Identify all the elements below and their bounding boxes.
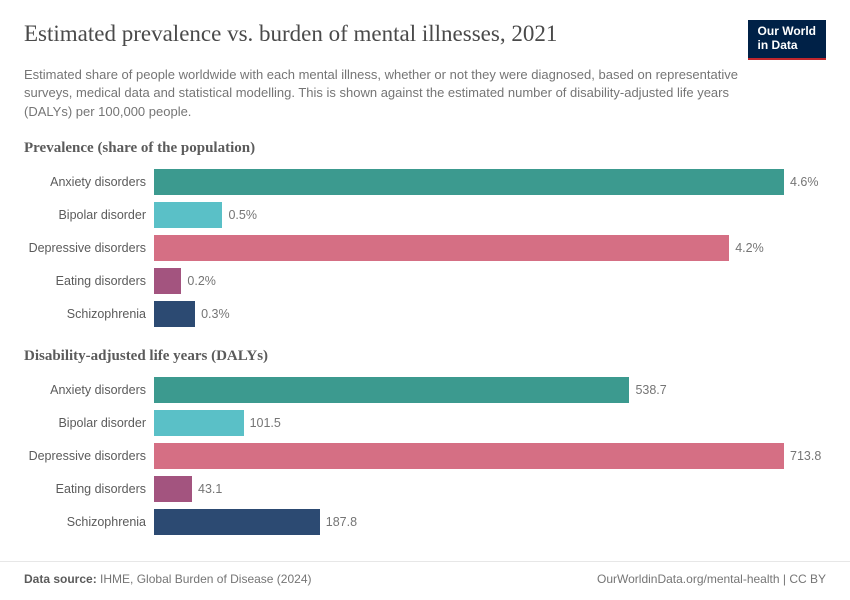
bar-row: Schizophrenia 187.8 (24, 505, 826, 538)
value-label: 0.5% (228, 208, 257, 222)
category-label: Eating disorders (24, 482, 154, 496)
bar (154, 410, 244, 436)
bar-row: Bipolar disorder 0.5% (24, 198, 826, 231)
bar (154, 301, 195, 327)
value-label: 43.1 (198, 482, 222, 496)
bar (154, 268, 181, 294)
bar-track: 4.2% (154, 235, 826, 261)
value-label: 101.5 (250, 416, 281, 430)
bar (154, 443, 784, 469)
dalys-chart: Anxiety disorders 538.7 Bipolar disorder 10… (24, 373, 826, 538)
bar-row: Depressive disorders 713.8 (24, 439, 826, 472)
bar-track: 0.2% (154, 268, 826, 294)
bar-track: 538.7 (154, 377, 826, 403)
category-label: Schizophrenia (24, 515, 154, 529)
category-label: Eating disorders (24, 274, 154, 288)
value-label: 713.8 (790, 449, 821, 463)
bar-row: Anxiety disorders 538.7 (24, 373, 826, 406)
bar (154, 377, 629, 403)
category-label: Anxiety disorders (24, 175, 154, 189)
bar (154, 235, 729, 261)
value-label: 4.2% (735, 241, 764, 255)
bar-row: Anxiety disorders 4.6% (24, 165, 826, 198)
category-label: Bipolar disorder (24, 208, 154, 222)
owid-logo: Our World in Data (748, 20, 826, 60)
section-title-prevalence: Prevalence (share of the population) (24, 140, 826, 157)
bar (154, 509, 320, 535)
bar-row: Schizophrenia 0.3% (24, 297, 826, 330)
bar-row: Eating disorders 0.2% (24, 264, 826, 297)
bar-track: 187.8 (154, 509, 826, 535)
bar-track: 0.3% (154, 301, 826, 327)
chart-footer: Data source: IHME, Global Burden of Dise… (0, 561, 850, 600)
bar-track: 0.5% (154, 202, 826, 228)
chart-subtitle: Estimated share of people worldwide with… (24, 66, 744, 123)
category-label: Depressive disorders (24, 241, 154, 255)
value-label: 538.7 (635, 383, 666, 397)
value-label: 0.2% (187, 274, 216, 288)
category-label: Anxiety disorders (24, 383, 154, 397)
prevalence-chart: Anxiety disorders 4.6% Bipolar disorder 0.5… (24, 165, 826, 330)
bar-track: 43.1 (154, 476, 826, 502)
bar (154, 169, 784, 195)
category-label: Depressive disorders (24, 449, 154, 463)
bar-track: 101.5 (154, 410, 826, 436)
bar (154, 202, 222, 228)
value-label: 187.8 (326, 515, 357, 529)
bar-track: 4.6% (154, 169, 826, 195)
bar-row: Bipolar disorder 101.5 (24, 406, 826, 439)
attribution: OurWorldinData.org/mental-health | CC BY (597, 572, 826, 586)
value-label: 4.6% (790, 175, 819, 189)
chart-title: Estimated prevalence vs. burden of menta… (24, 20, 557, 48)
value-label: 0.3% (201, 307, 230, 321)
bar-row: Depressive disorders 4.2% (24, 231, 826, 264)
data-source: Data source: IHME, Global Burden of Dise… (24, 572, 311, 586)
bar (154, 476, 192, 502)
bar-row: Eating disorders 43.1 (24, 472, 826, 505)
section-title-dalys: Disability-adjusted life years (DALYs) (24, 348, 826, 365)
bar-track: 713.8 (154, 443, 826, 469)
category-label: Bipolar disorder (24, 416, 154, 430)
category-label: Schizophrenia (24, 307, 154, 321)
